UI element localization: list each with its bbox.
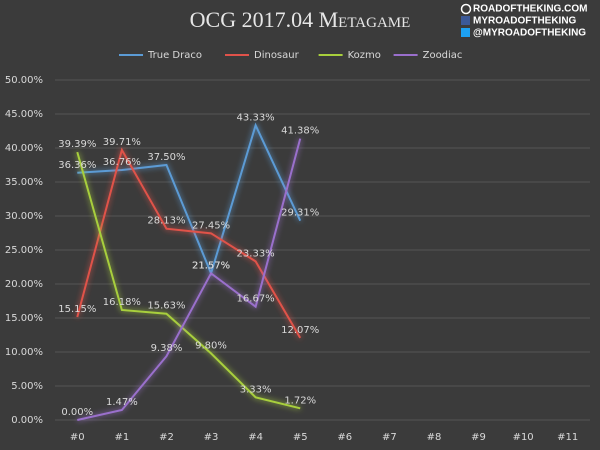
y-tick-label: 50.00% (5, 75, 43, 86)
series-line (76, 151, 301, 410)
x-tick-label: #6 (337, 432, 352, 443)
x-tick-label: #9 (471, 432, 486, 443)
x-tick-label: #1 (115, 432, 130, 443)
x-tick-label: #10 (513, 432, 534, 443)
y-tick-label: 10.00% (5, 347, 43, 358)
data-label: 1.47% (106, 397, 138, 408)
data-label: 9.80% (195, 340, 227, 351)
data-label: 28.13% (147, 216, 185, 227)
watermark-text: MYROADOFTHEKING (473, 16, 577, 27)
data-label: 9.38% (151, 343, 183, 354)
x-tick-label: #0 (70, 432, 85, 443)
watermark: ROADOFTHEKING.COM MYROADOFTHEKING @MYROA… (460, 3, 587, 39)
legend-label: True Draco (147, 50, 202, 61)
data-label: 43.33% (237, 112, 275, 123)
x-tick-label: #3 (204, 432, 219, 443)
y-tick-label: 45.00% (5, 109, 43, 120)
y-tick-label: 15.00% (5, 313, 43, 324)
legend-label: Kozmo (348, 50, 381, 61)
data-label: 23.33% (237, 248, 275, 259)
y-tick-label: 25.00% (5, 245, 43, 256)
data-label: 39.39% (58, 139, 96, 150)
x-tick-label: #5 (293, 432, 308, 443)
data-label: 36.76% (103, 157, 141, 168)
x-tick-label: #8 (427, 432, 442, 443)
y-tick-label: 0.00% (11, 415, 43, 426)
data-label: 36.36% (58, 160, 96, 171)
chart-title: OCG 2017.04 Metagame (190, 7, 411, 32)
y-tick-label: 40.00% (5, 143, 43, 154)
data-label: 16.67% (237, 294, 275, 305)
series-line (77, 138, 302, 421)
data-label: 3.33% (240, 384, 272, 395)
data-label: 15.63% (147, 301, 185, 312)
x-tick-label: #2 (159, 432, 174, 443)
y-tick-label: 35.00% (5, 177, 43, 188)
y-tick-label: 20.00% (5, 279, 43, 290)
twitter-icon (461, 28, 470, 37)
y-tick-label: 30.00% (5, 211, 43, 222)
data-label: 15.15% (58, 304, 96, 315)
data-label: 29.31% (281, 208, 319, 219)
logo-icon (460, 3, 472, 15)
data-label: 41.38% (281, 126, 319, 137)
data-label: 21.57% (192, 260, 230, 271)
x-tick-label: #4 (248, 432, 263, 443)
data-label: 16.18% (103, 297, 141, 308)
series-line (76, 147, 302, 339)
watermark-text: ROADOFTHEKING.COM (473, 4, 587, 15)
data-label: 27.45% (192, 220, 230, 231)
data-label: 1.72% (284, 395, 316, 406)
data-label: 37.50% (147, 152, 185, 163)
facebook-icon (461, 16, 470, 25)
legend-label: Zoodiac (423, 50, 463, 61)
series-line (77, 122, 302, 277)
y-tick-label: 5.00% (11, 381, 43, 392)
legend-label: Dinosaur (254, 50, 300, 61)
data-label: 21.57% (192, 260, 230, 271)
data-label: 39.71% (103, 137, 141, 148)
x-tick-label: #7 (382, 432, 397, 443)
x-tick-label: #11 (557, 432, 578, 443)
watermark-text: @MYROADOFTHEKING (473, 28, 586, 39)
data-label: 0.00% (61, 407, 93, 418)
data-label: 12.07% (281, 325, 319, 336)
